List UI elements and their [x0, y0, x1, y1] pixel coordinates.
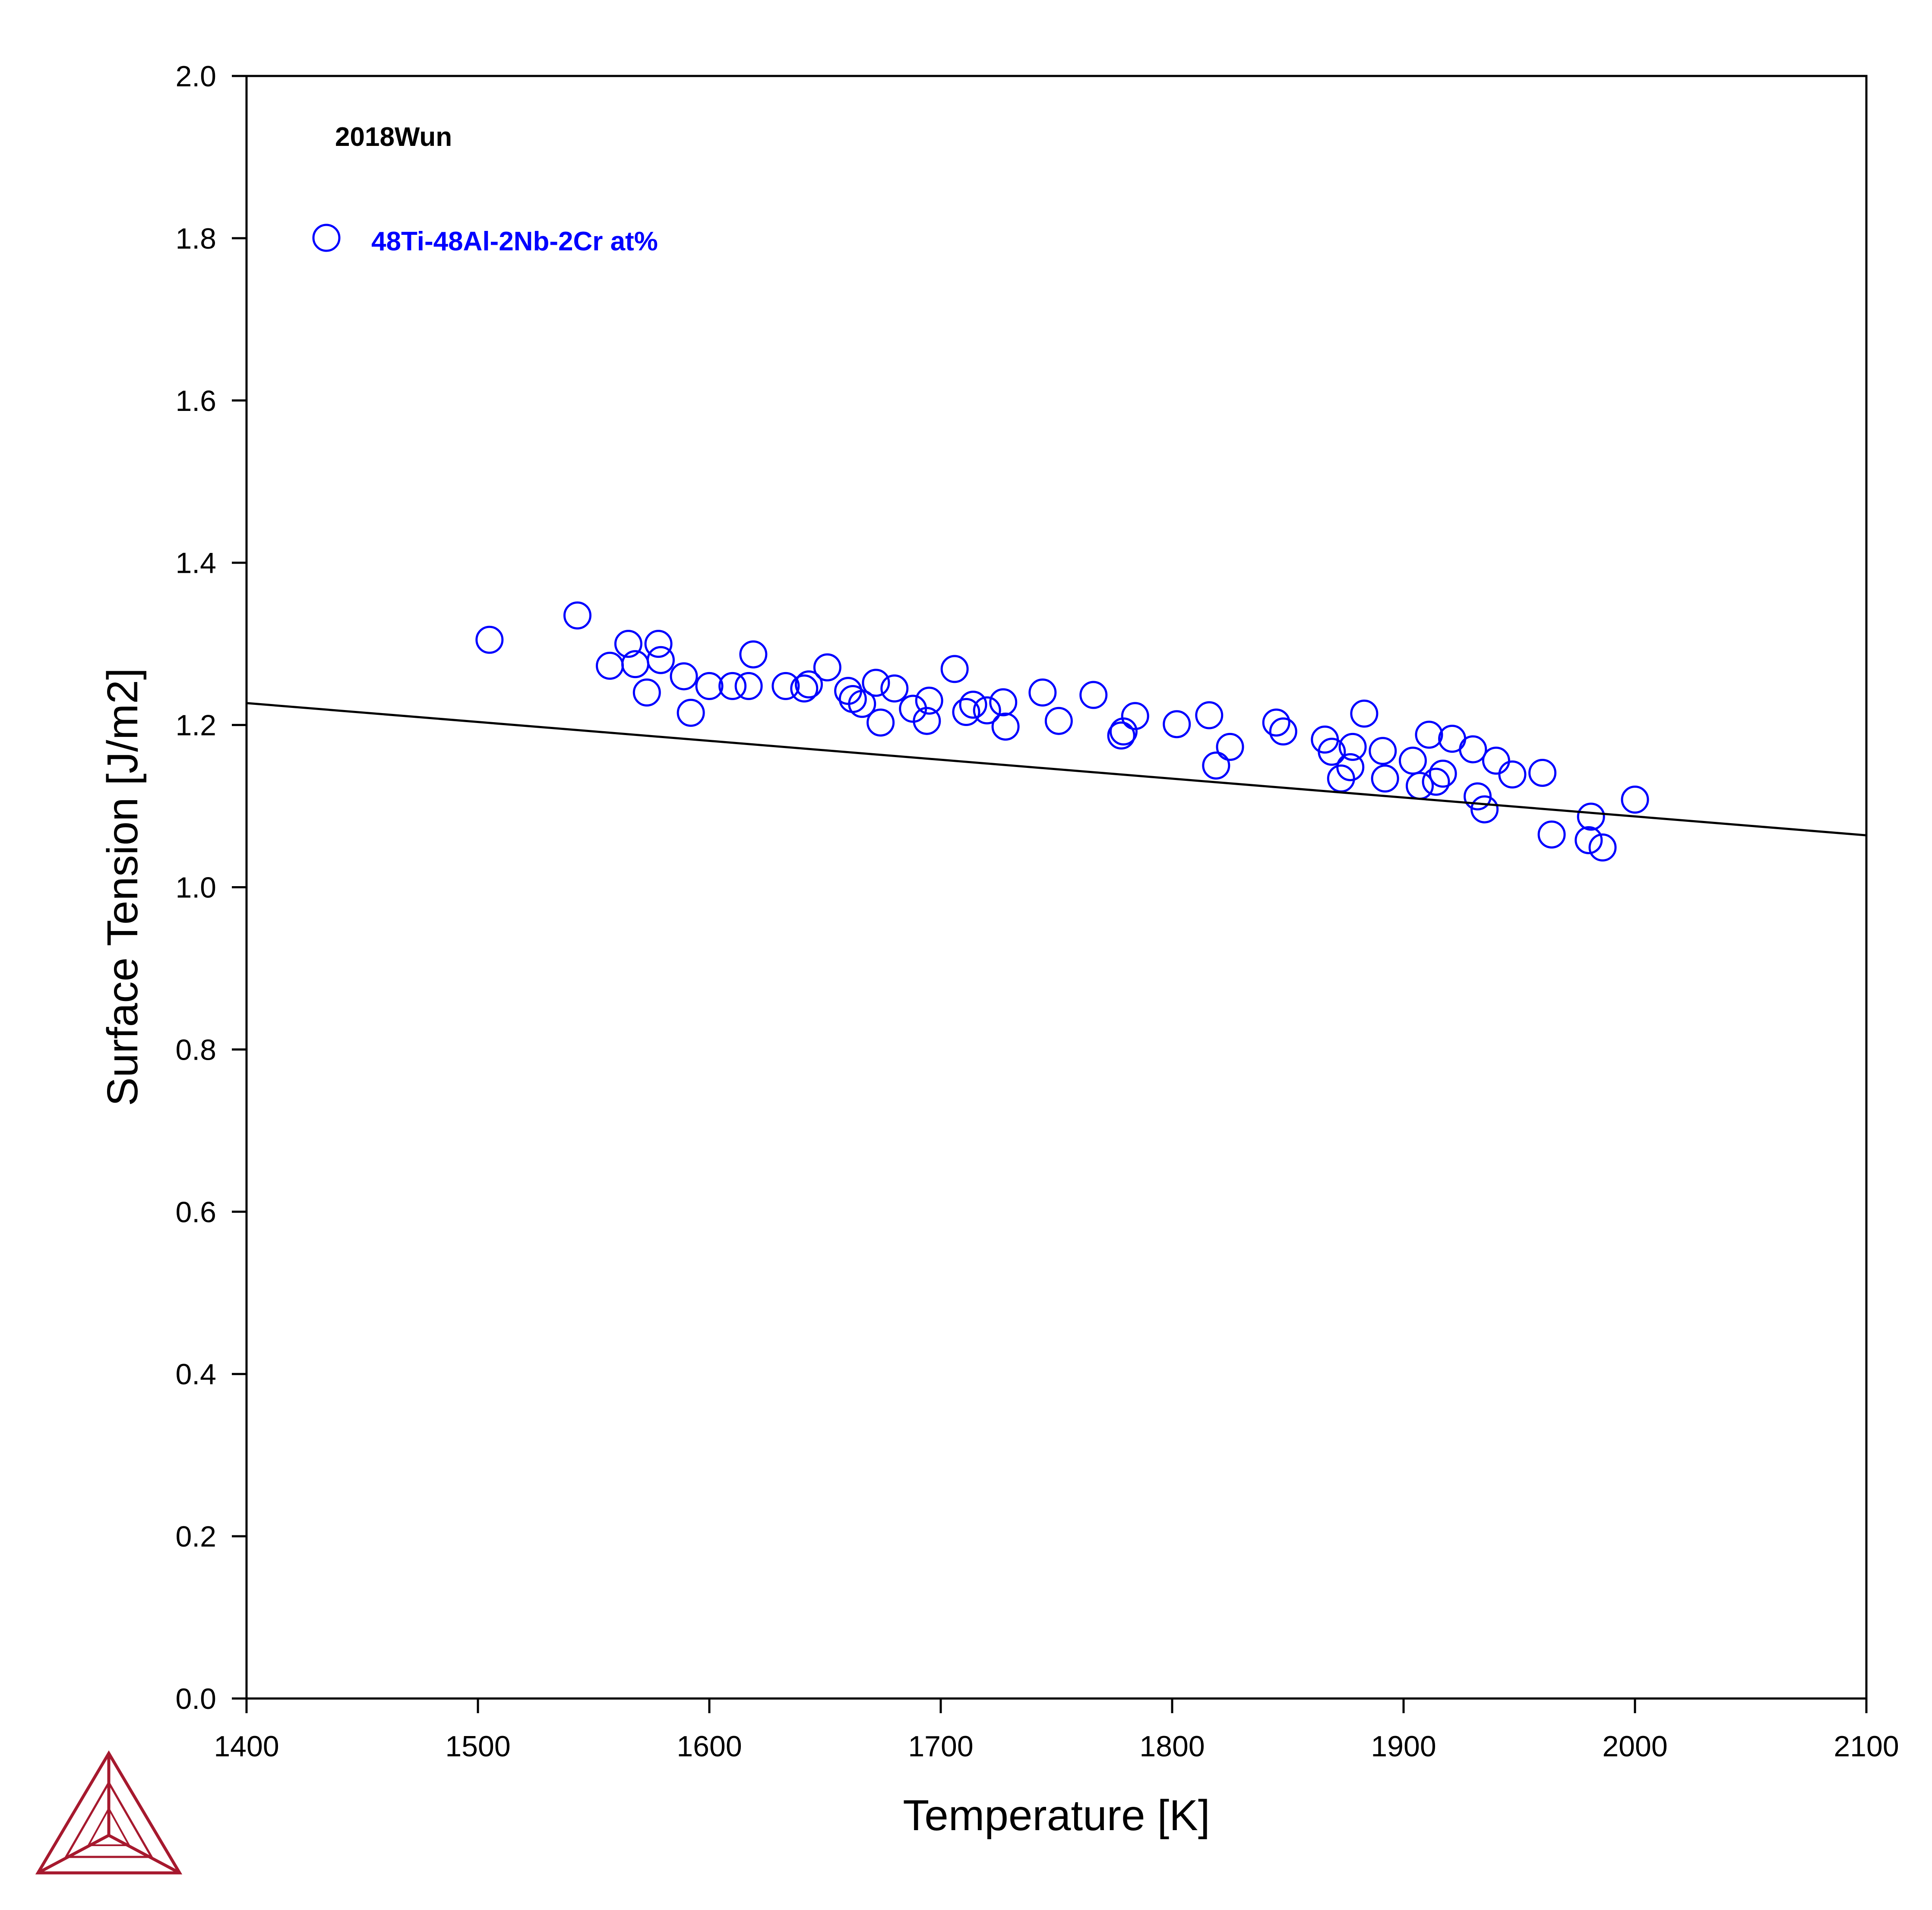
- data-point: [677, 698, 705, 727]
- data-point: [1163, 710, 1191, 739]
- data-point: [1415, 720, 1443, 749]
- data-point: [1107, 721, 1135, 750]
- data-point: [1575, 826, 1603, 854]
- data-point: [959, 691, 987, 719]
- data-point: [1464, 782, 1492, 811]
- y-tick-label: 0.2: [175, 1520, 216, 1553]
- data-point: [1202, 751, 1230, 780]
- x-axis-ticks: [245, 1698, 1868, 1713]
- data-point: [1269, 717, 1297, 746]
- data-point: [1498, 760, 1527, 789]
- data-point: [880, 674, 909, 703]
- data-point: [866, 708, 895, 737]
- thermo-calc-logo: [35, 1750, 183, 1875]
- data-point: [1470, 795, 1499, 824]
- data-point: [991, 712, 1020, 741]
- data-point: [1621, 786, 1649, 814]
- data-point: [1028, 678, 1057, 707]
- x-tick-label: 1600: [677, 1730, 742, 1763]
- data-point: [1422, 767, 1450, 796]
- data-point: [940, 655, 969, 683]
- data-point: [1429, 759, 1457, 788]
- y-tick-label: 0.8: [175, 1033, 216, 1066]
- data-point: [952, 698, 980, 726]
- data-point: [739, 640, 768, 669]
- data-point: [1459, 735, 1487, 764]
- x-tick-label: 1500: [445, 1730, 510, 1763]
- x-tick-label: 1800: [1139, 1730, 1205, 1763]
- data-point: [913, 707, 941, 735]
- x-axis-title: Temperature [K]: [903, 1791, 1210, 1840]
- model-line: [246, 702, 1867, 837]
- x-tick-label: 2100: [1834, 1730, 1899, 1763]
- data-point: [1044, 707, 1073, 735]
- data-point: [670, 662, 698, 691]
- data-point: [1537, 820, 1566, 849]
- data-point: [1109, 717, 1138, 746]
- data-point: [563, 601, 591, 630]
- y-axis-title: Surface Tension [J/m2]: [98, 668, 147, 1106]
- data-point: [1336, 753, 1365, 781]
- x-axis-tick-labels: 1400 1500 1600 1700 1800 1900 2000 2100: [214, 1730, 1899, 1763]
- data-point: [1577, 802, 1605, 831]
- data-point: [646, 646, 675, 674]
- data-point: [1079, 681, 1108, 709]
- data-point: [1369, 737, 1397, 765]
- data-point: [915, 686, 943, 715]
- data-point: [475, 625, 504, 654]
- x-tick-label: 1700: [908, 1730, 973, 1763]
- data-point: [862, 669, 890, 697]
- x-tick-label: 2000: [1602, 1730, 1667, 1763]
- data-point: [1350, 699, 1379, 728]
- y-tick-label: 2.0: [175, 60, 216, 93]
- data-point: [718, 672, 747, 700]
- data-point: [1338, 732, 1367, 761]
- data-point: [813, 653, 841, 682]
- data-point: [790, 674, 819, 703]
- series-layer: [246, 601, 1867, 862]
- data-point: [1482, 746, 1510, 775]
- data-point: [1216, 732, 1244, 761]
- data-point: [614, 630, 642, 658]
- legend-label: 48Ti-48Al-2Nb-2Cr at%: [371, 227, 658, 256]
- x-tick-label: 1900: [1371, 1730, 1436, 1763]
- data-point: [794, 670, 823, 699]
- legend-marker: [312, 224, 341, 252]
- data-point: [1318, 738, 1346, 766]
- data-point: [695, 672, 724, 700]
- data-point: [1195, 701, 1224, 729]
- data-point: [632, 678, 661, 707]
- data-point: [989, 688, 1018, 717]
- x-tick-label: 1400: [214, 1730, 279, 1763]
- data-point: [1262, 708, 1290, 737]
- y-tick-label: 1.6: [175, 385, 216, 417]
- data-point: [1528, 758, 1557, 787]
- y-tick-label: 0.4: [175, 1358, 216, 1391]
- y-tick-label: 1.4: [175, 547, 216, 580]
- annotation-title: 2018Wun: [335, 122, 452, 152]
- data-point: [848, 690, 876, 718]
- y-tick-label: 1.0: [175, 871, 216, 904]
- data-point: [772, 672, 800, 700]
- y-axis-tick-labels: 0.0 0.2 0.4 0.6 0.8 1.0 1.2 1.4 1.6 1.8 2.0: [175, 60, 216, 1715]
- data-point: [973, 696, 1001, 725]
- y-axis-ticks: [232, 75, 247, 1700]
- y-tick-label: 1.8: [175, 222, 216, 255]
- y-tick-label: 0.0: [175, 1683, 216, 1715]
- data-point: [644, 630, 673, 658]
- data-point: [1371, 764, 1399, 793]
- y-tick-label: 1.2: [175, 709, 216, 742]
- data-point: [1121, 702, 1149, 730]
- data-point: [1398, 746, 1427, 775]
- y-tick-label: 0.6: [175, 1196, 216, 1228]
- data-point: [734, 672, 763, 700]
- data-point: [1588, 833, 1617, 862]
